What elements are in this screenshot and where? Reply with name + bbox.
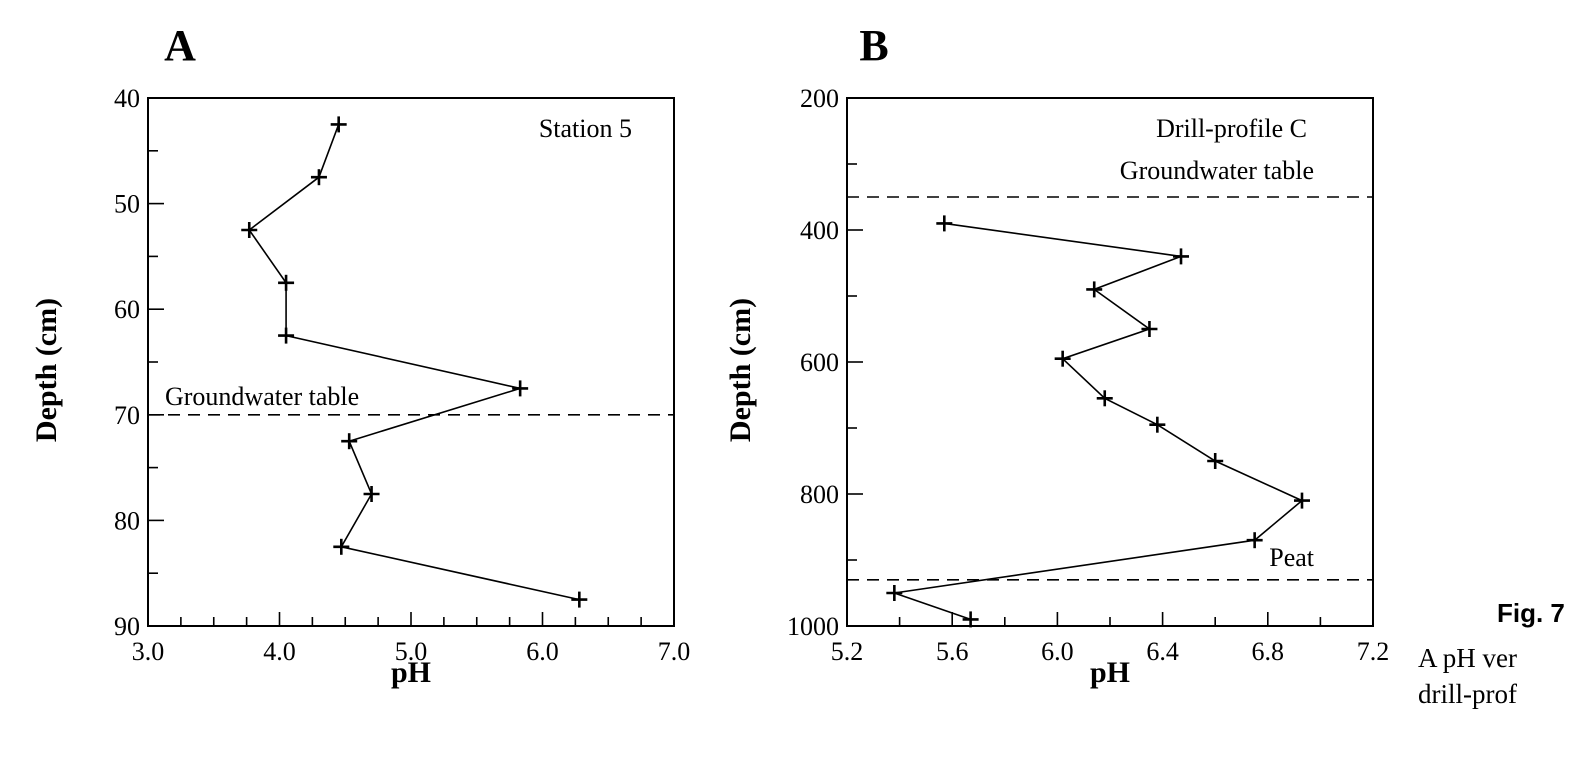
panel-a-x-axis-label: pH (391, 656, 431, 689)
panel-a-label: A (164, 21, 196, 70)
panel-b-x-axis-label: pH (1090, 656, 1130, 689)
panel-b-y-tick-labels: 200 400 600 800 1000 (787, 84, 839, 641)
data-point (333, 538, 350, 555)
panel-b-x-tick-labels: 5.2 5.6 6.0 6.4 6.8 7.2 (831, 637, 1390, 666)
panel-a-annotation: Station 5 (539, 114, 632, 143)
panel-b-annotation: Drill-profile C (1156, 114, 1307, 143)
series-line (894, 222, 1304, 621)
y-tick-label: 50 (114, 190, 140, 219)
panel-b-y-axis-label: Depth (cm) (724, 298, 757, 442)
panel-b-ticks (846, 97, 1374, 627)
panel-b-label: B (859, 21, 888, 70)
panel-a: A Station 5 3.0 4.0 5.0 6.0 7.0 40 50 60 70 80 90… (30, 21, 690, 689)
y-tick-label: 90 (114, 612, 140, 641)
panel-a-series (241, 116, 588, 608)
caption-line-1: A pH ver (1418, 643, 1517, 673)
data-point (278, 274, 295, 291)
x-tick-label: 3.0 (132, 637, 165, 666)
data-point (886, 585, 903, 601)
data-point (310, 169, 327, 186)
data-point (330, 116, 347, 133)
data-point (363, 486, 380, 502)
data-point (936, 215, 953, 232)
x-tick-label: 7.0 (658, 637, 691, 666)
panel-b-series (886, 215, 1310, 628)
y-tick-label: 40 (114, 84, 140, 113)
series-line (248, 124, 580, 601)
data-point (1086, 281, 1103, 298)
x-tick-label: 5.6 (936, 637, 969, 666)
data-point (1096, 390, 1113, 407)
reference-line-label: Groundwater table (1120, 156, 1314, 185)
reference-line-label: Groundwater table (165, 382, 359, 411)
y-tick-label: 70 (114, 401, 140, 430)
y-tick-label: 80 (114, 506, 140, 535)
panel-a-y-tick-labels: 40 50 60 70 80 90 (114, 84, 140, 641)
y-tick-label: 400 (800, 216, 839, 245)
x-tick-label: 6.0 (1041, 637, 1074, 666)
y-tick-label: 200 (800, 84, 839, 113)
data-point (962, 611, 979, 628)
panel-a-reference-lines: Groundwater table (148, 382, 674, 416)
data-point (1141, 321, 1158, 337)
panel-a-x-tick-labels: 3.0 4.0 5.0 6.0 7.0 (132, 637, 691, 666)
reference-line-label: Peat (1269, 543, 1315, 572)
x-tick-label: 5.0 (395, 637, 428, 666)
caption-line-2: drill-prof (1418, 679, 1517, 709)
x-tick-label: 5.2 (831, 637, 864, 666)
data-point (341, 433, 358, 450)
x-tick-label: 4.0 (263, 637, 296, 666)
data-point (571, 591, 588, 608)
y-tick-label: 60 (114, 295, 140, 324)
data-point (278, 327, 295, 344)
data-point (512, 380, 529, 397)
y-tick-label: 600 (800, 348, 839, 377)
x-tick-label: 7.2 (1357, 637, 1390, 666)
figure-caption: Fig. 7 A pH ver drill-prof (1418, 598, 1565, 709)
x-tick-label: 6.8 (1252, 637, 1285, 666)
x-tick-label: 6.0 (526, 637, 559, 666)
panel-a-plot-frame (147, 97, 675, 627)
x-tick-label: 6.4 (1146, 637, 1179, 666)
data-point (1207, 453, 1224, 469)
y-tick-label: 1000 (787, 612, 839, 641)
caption-fig-label: Fig. 7 (1497, 598, 1565, 628)
panel-a-y-axis-label: Depth (cm) (30, 298, 63, 442)
y-tick-label: 800 (800, 480, 839, 509)
data-point (241, 222, 258, 238)
panel-b: B Drill-profile C 5.2 5.6 6.0 6.4 6.8 7.2 200… (724, 21, 1389, 689)
panel-a-ticks (147, 97, 675, 627)
panel-b-reference-lines: Groundwater table Peat (847, 156, 1373, 581)
data-point (1149, 416, 1166, 433)
data-point (1054, 350, 1071, 367)
data-point (1293, 492, 1310, 509)
data-point (1246, 532, 1263, 549)
data-point (1173, 248, 1190, 265)
